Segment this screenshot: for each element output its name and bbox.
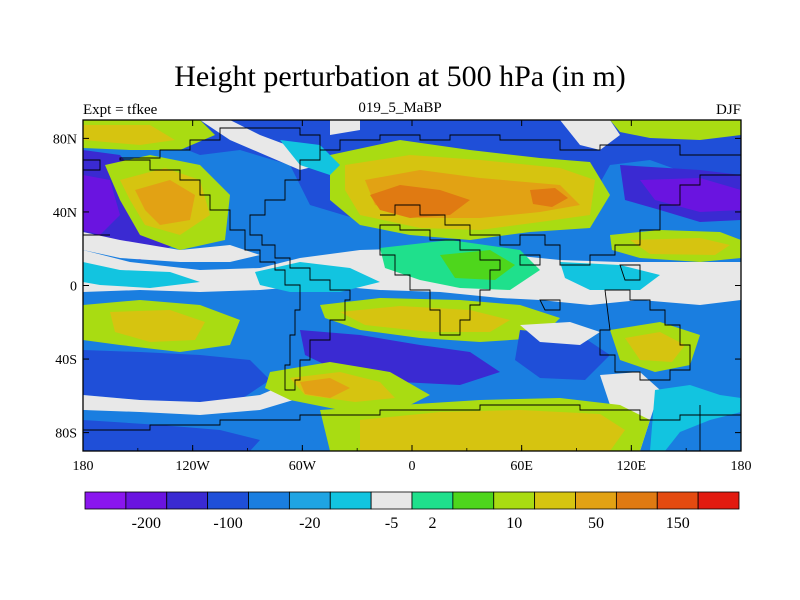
colorbar-box [166,491,209,510]
colorbar-box [411,491,454,510]
colorbar-box [248,491,290,510]
colorbar-box [656,491,699,510]
region-southern-negative [83,350,270,405]
colorbar-box [452,491,495,510]
colorbar-box [697,491,740,510]
y-axis: 80N 40N 0 40S 80S [53,132,741,442]
x-tick-label: 60W [289,459,317,474]
x-tick-label: 180 [73,459,94,474]
x-tick-label: 60E [510,459,533,474]
contour-fill [83,120,741,451]
colorbar-label: 50 [588,515,604,532]
x-tick-label: 120E [617,459,647,474]
colorbar-box [493,491,536,510]
colorbar-box [125,491,168,510]
y-tick-label: 0 [70,280,77,295]
y-tick-label: 80N [53,132,77,147]
colorbar-box [84,491,127,510]
region-northpacific-core [83,175,120,235]
colorbar-label: -20 [299,515,320,532]
chart-title: Height perturbation at 500 hPa (in m) [174,60,626,93]
colorbar-box [370,491,413,510]
colorbar-label: -200 [132,515,161,532]
region-asia-core [640,178,741,212]
australia-outline [599,289,691,381]
x-axis: 180 120W 60W 0 60E 120E 180 [73,120,752,474]
colorbar-box [534,491,576,510]
colorbar-box [615,491,658,510]
x-tick-label: 180 [731,459,752,474]
americas-outline [119,127,351,391]
experiment-label: Expt = tfkee [83,102,158,118]
y-tick-label: 40N [53,206,77,221]
colorbar-label: -100 [213,515,242,532]
x-tick-label: 120W [176,459,211,474]
y-tick-label: 40S [55,353,77,368]
colorbar-label: -5 [385,515,398,532]
x-tick-label: 0 [409,459,416,474]
eurasia-outline [380,174,741,266]
season-label: DJF [715,102,741,118]
case-label: 019_5_MaBP [358,100,442,116]
antarctica-outline [83,404,741,431]
colorbar-label: 2 [428,515,436,532]
colorbar-box [288,491,331,510]
colorbar-box [207,491,249,510]
colorbar: -200 -100 -20 -5 2 10 50 150 [84,491,740,532]
africa-outline [379,224,501,336]
colorbar-box [329,491,372,510]
colorbar-box [575,491,617,510]
colorbar-label: 10 [506,515,522,532]
y-tick-label: 80S [55,427,77,442]
coastlines [83,127,741,451]
colorbar-label: 150 [666,515,690,532]
